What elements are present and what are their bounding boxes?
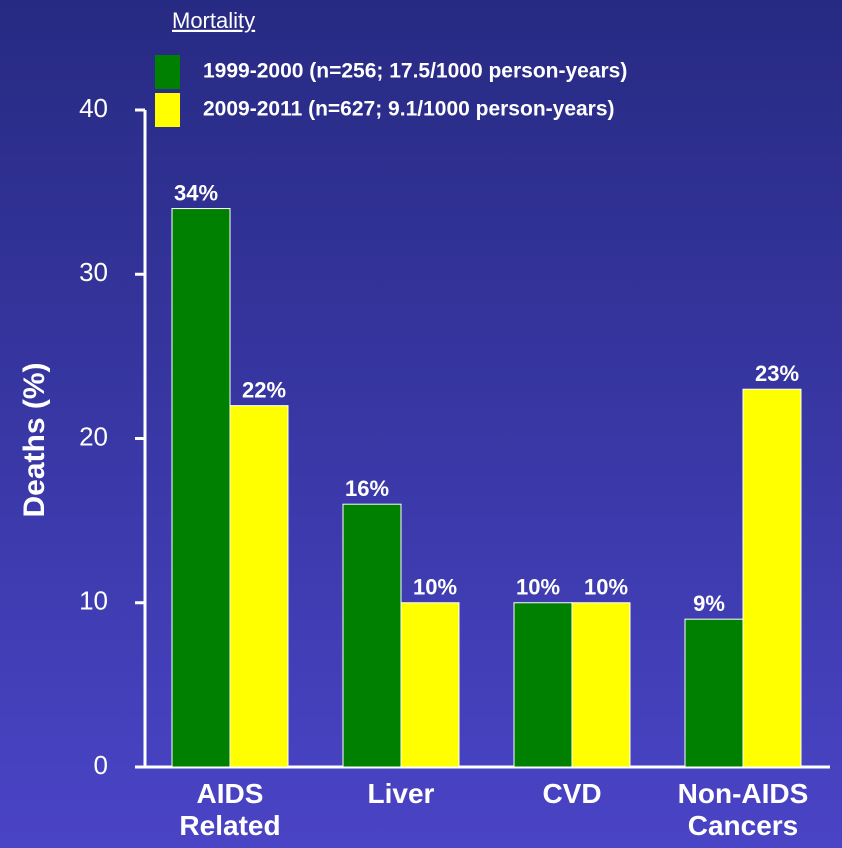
legend-title: Mortality [172, 8, 255, 33]
value-label: 22% [242, 377, 286, 402]
x-tick-label: Liver [367, 778, 435, 809]
bar [571, 602, 631, 768]
value-label: 16% [345, 476, 389, 501]
y-tick-label: 40 [79, 93, 108, 123]
value-label: 10% [413, 575, 457, 600]
bar [400, 602, 460, 768]
y-tick-label: 20 [79, 421, 108, 451]
x-tick-label: Non-AIDS Cancers [677, 778, 809, 841]
bar [229, 405, 289, 768]
bar [513, 602, 573, 768]
value-label: 10% [584, 575, 628, 600]
bar [342, 503, 402, 768]
legend-swatch [155, 93, 180, 127]
bar [742, 388, 802, 768]
legend-swatch [155, 55, 180, 89]
value-label: 9% [693, 591, 725, 616]
value-label: 10% [516, 575, 560, 600]
x-tick-label: AIDS Related [179, 778, 281, 841]
bar [684, 618, 744, 768]
y-tick-label: 30 [79, 257, 108, 287]
y-tick-label: 0 [94, 750, 108, 780]
y-axis-label: Deaths (%) [18, 362, 51, 517]
y-tick-label: 10 [79, 586, 108, 616]
value-label: 34% [174, 180, 218, 205]
legend-label: 2009-2011 (n=627; 9.1/1000 person-years) [203, 98, 615, 121]
value-label: 23% [755, 361, 799, 386]
bar [171, 208, 231, 768]
x-tick-label: CVD [542, 778, 602, 809]
legend-label: 1999-2000 (n=256; 17.5/1000 person-years… [203, 60, 627, 83]
